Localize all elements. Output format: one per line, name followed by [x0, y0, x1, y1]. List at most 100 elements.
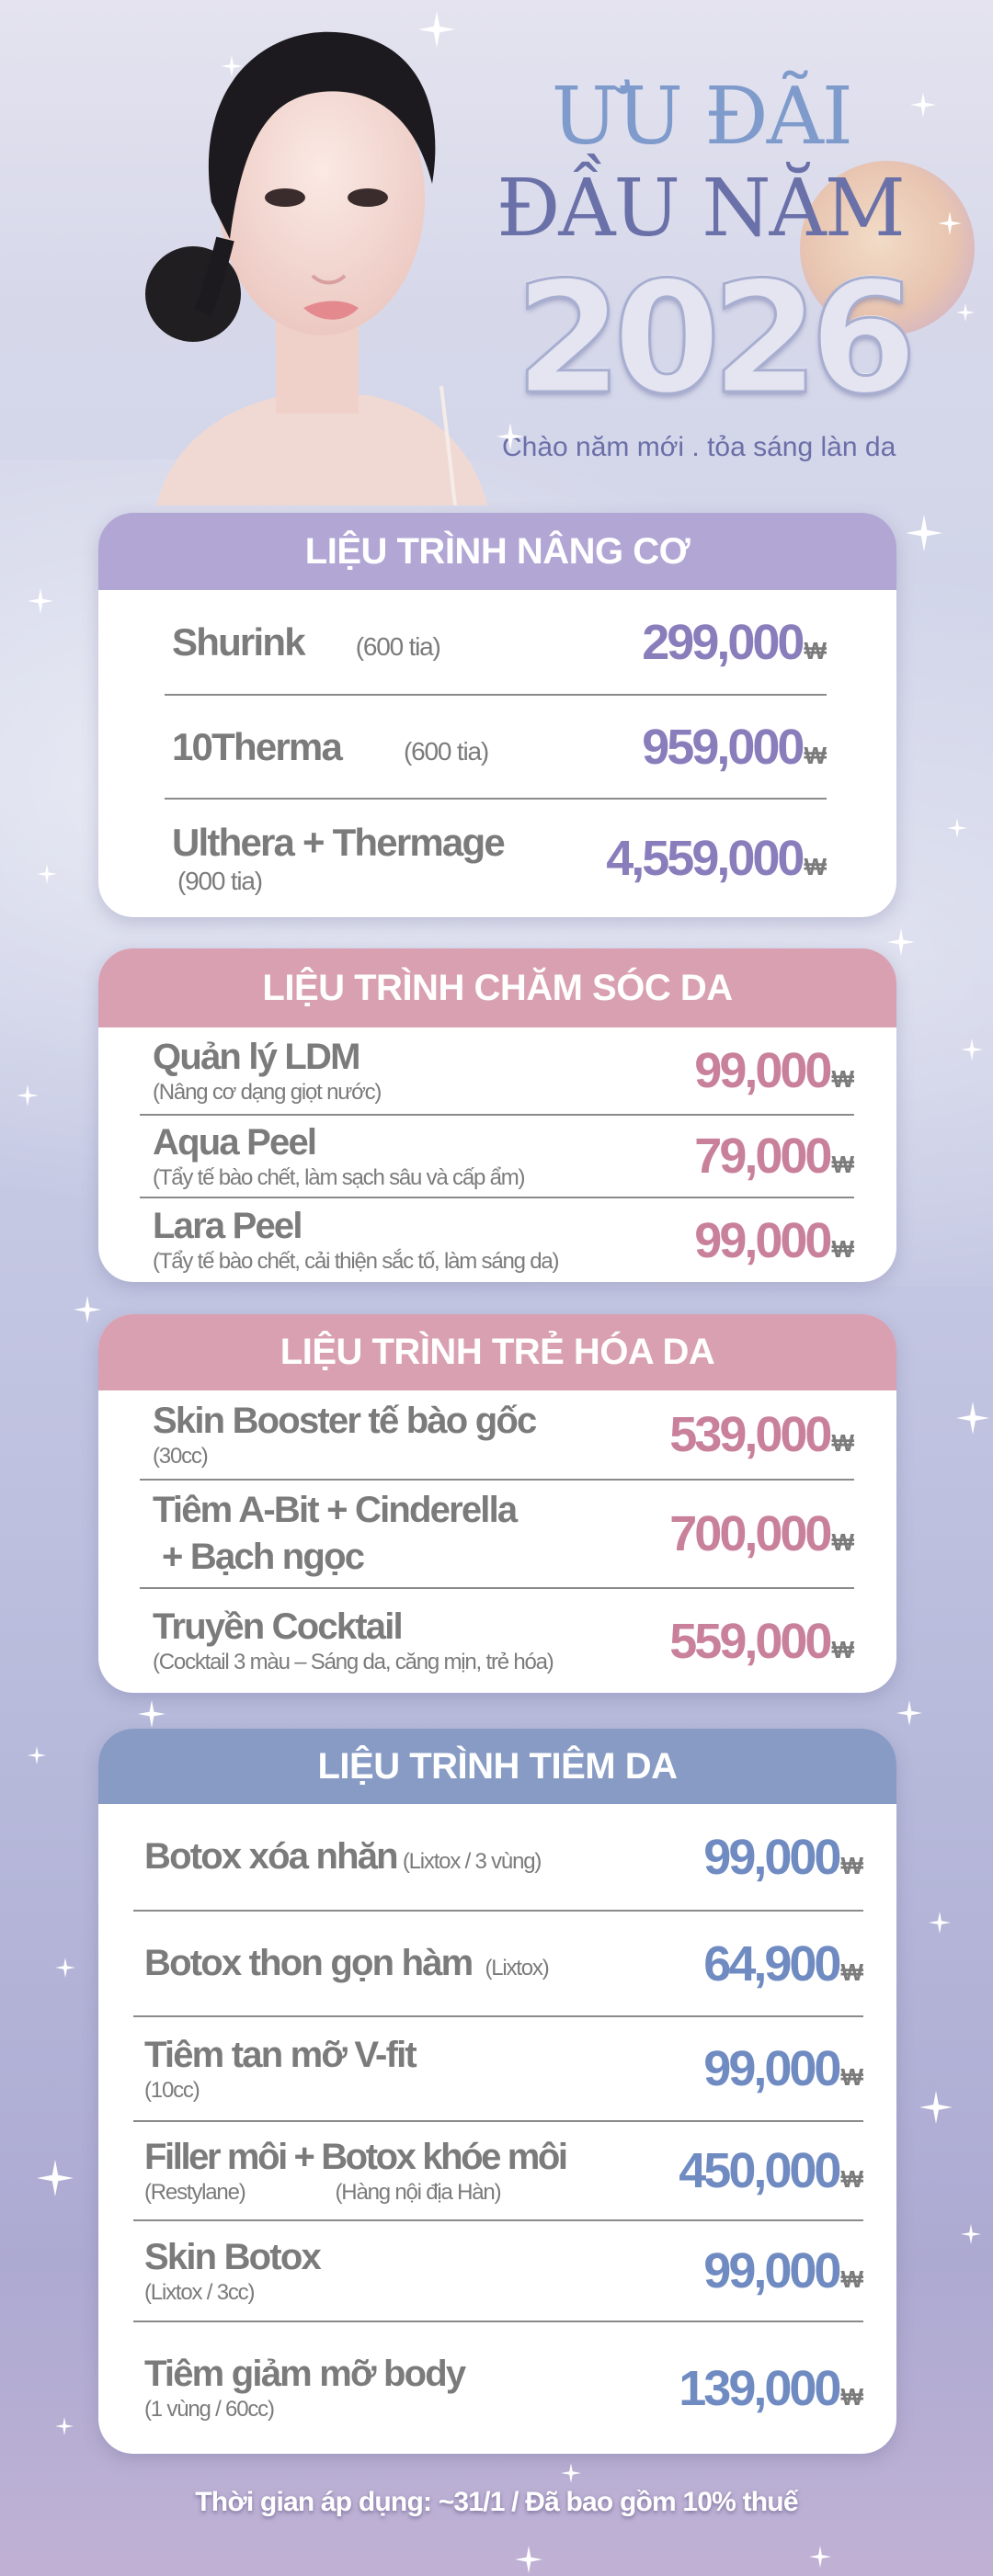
price-value: 299,000	[642, 614, 805, 670]
item-info: Botox xóa nhăn (Lixtox / 3 vùng)	[144, 1836, 542, 1878]
item-name: Shurink	[172, 619, 306, 664]
item-detail-line: (30cc)	[153, 1444, 535, 1470]
item-detail: (Restylane)	[144, 2179, 246, 2205]
star-sparkle-icon	[515, 2546, 542, 2573]
item-detail-line: (Restylane) (Hàng nội địa Hàn)	[144, 2180, 566, 2206]
item-name: Filler môi + Botox khóe môi	[144, 2136, 568, 2177]
item-detail: (600 tia)	[404, 736, 489, 766]
item-info: Tiêm A-Bit + Cinderella + Bạch ngọc	[153, 1490, 518, 1578]
price-value: 99,000	[703, 2041, 841, 2096]
item-detail: (Lixtox)	[485, 1956, 549, 1980]
item-price: 539,000 ₩	[669, 1406, 854, 1463]
currency-symbol: ₩	[831, 1528, 854, 1556]
item-info: Shurink (600 tia)	[172, 619, 441, 664]
price-row: 10Therma (600 tia) 959,000 ₩	[165, 694, 827, 798]
currency-symbol: ₩	[831, 1151, 854, 1178]
star-sparkle-icon	[55, 2417, 74, 2435]
item-name: Botox xóa nhăn	[144, 1836, 399, 1877]
section-card: LIỆU TRÌNH TRẺ HÓA DA Skin Booster tế bào…	[98, 1314, 896, 1693]
price-value: 99,000	[694, 1043, 832, 1098]
price-row: Skin Booster tế bào gốc (30cc) 539,000 ₩	[140, 1390, 854, 1479]
item-detail: (600 tia)	[355, 631, 441, 661]
item-name-line: Tiêm giảm mỡ body	[144, 2354, 466, 2395]
price-row: Truyền Cocktail (Cocktail 3 màu – Sáng da…	[140, 1587, 854, 1693]
price-row: Quản lý LDM (Nâng cơ dạng giọt nước) 99,00…	[140, 1027, 854, 1114]
item-detail-line: (Tẩy tế bào chết, cải thiện sắc tố, làm …	[153, 1249, 560, 1275]
item-detail-line: (Tẩy tế bào chết, làm sạch sâu và cấp ẩm…	[153, 1165, 526, 1191]
currency-symbol: ₩	[840, 2165, 863, 2193]
star-sparkle-icon	[28, 1746, 46, 1765]
item-name-line: 10Therma (600 tia)	[172, 725, 489, 769]
star-sparkle-icon	[37, 2160, 74, 2196]
item-info: 10Therma (600 tia)	[172, 725, 489, 769]
star-sparkle-icon	[961, 2224, 981, 2244]
star-sparkle-icon	[561, 2463, 581, 2483]
price-value: 4,559,000	[606, 831, 805, 886]
item-name-line: Botox thon gọn hàm (Lixtox)	[144, 1943, 550, 1984]
item-info: Botox thon gọn hàm (Lixtox)	[144, 1943, 550, 1984]
item-detail-line: (1 vùng / 60cc)	[144, 2397, 464, 2423]
section-title: LIỆU TRÌNH NÂNG CƠ	[304, 530, 691, 572]
item-info: Ulthera + Thermage (900 tia)	[172, 821, 506, 896]
star-sparkle-icon	[956, 1401, 989, 1435]
price-row: Tiêm A-Bit + Cinderella + Bạch ngọc 700,00…	[140, 1479, 854, 1587]
section-card: LIỆU TRÌNH CHĂM SÓC DA Quản lý LDM (Nâng c…	[98, 948, 896, 1282]
currency-symbol: ₩	[831, 1234, 854, 1263]
item-name: Quản lý LDM	[153, 1036, 360, 1077]
item-name: Truyền Cocktail	[153, 1606, 404, 1647]
item-name-line: Quản lý LDM	[153, 1037, 381, 1078]
price-value: 559,000	[669, 1613, 832, 1669]
price-value: 539,000	[669, 1407, 832, 1462]
item-name-line: Tiêm tan mỡ V-fit	[144, 2034, 417, 2076]
model-photo	[145, 31, 487, 505]
item-name: Lara Peel	[153, 1206, 302, 1246]
item-price: 64,900 ₩	[703, 1935, 863, 1992]
item-price: 4,559,000 ₩	[606, 830, 827, 887]
star-sparkle-icon	[929, 1912, 951, 1934]
price-value: 99,000	[703, 1829, 841, 1885]
price-row: Ulthera + Thermage (900 tia) 4,559,000 ₩	[165, 798, 827, 917]
item-name: Skin Botox	[144, 2236, 322, 2277]
moon-image	[800, 161, 975, 335]
currency-symbol: ₩	[804, 853, 827, 880]
year-title: 2026	[514, 248, 919, 428]
currency-symbol: ₩	[840, 2063, 863, 2091]
section-header: LIỆU TRÌNH TRẺ HÓA DA	[98, 1314, 896, 1390]
item-name-line: Truyền Cocktail	[153, 1606, 554, 1648]
price-value: 64,900	[703, 1935, 841, 1992]
item-info: Tiêm giảm mỡ body (1 vùng / 60cc)	[144, 2354, 466, 2423]
item-name-line: Filler môi + Botox khóe môi	[144, 2136, 568, 2178]
item-detail: (Nâng cơ dạng giọt nước)	[153, 1079, 382, 1105]
price-row: Skin Botox (Lixtox / 3cc) 99,000 ₩	[133, 2219, 863, 2321]
item-info: Skin Botox (Lixtox / 3cc)	[144, 2236, 322, 2306]
price-row: Lara Peel (Tẩy tế bào chết, cải thiện sắc…	[140, 1197, 854, 1282]
price-value: 700,000	[669, 1506, 832, 1561]
item-name-line: Aqua Peel	[153, 1122, 524, 1163]
price-value: 450,000	[679, 2143, 841, 2198]
subtitle: Chào năm mới . tỏa sáng làn da	[502, 432, 896, 462]
section-card: LIỆU TRÌNH NÂNG CƠ Shurink (600 tia) 299,00…	[98, 513, 896, 917]
section-title: LIỆU TRÌNH TIÊM DA	[317, 1745, 678, 1787]
item-name-line: Ulthera + Thermage	[172, 821, 506, 865]
price-row: Botox thon gọn hàm (Lixtox) 64,900 ₩	[133, 1910, 863, 2015]
currency-symbol: ₩	[804, 741, 827, 769]
item-detail-line: (Lixtox / 3cc)	[144, 2280, 320, 2306]
item-info: Quản lý LDM (Nâng cơ dạng giọt nước)	[153, 1037, 382, 1106]
price-row: Tiêm tan mỡ V-fit (10cc) 99,000 ₩	[133, 2015, 863, 2120]
section-title: LIỆU TRÌNH TRẺ HÓA DA	[280, 1332, 715, 1372]
star-sparkle-icon	[809, 2546, 831, 2568]
price-row: Tiêm giảm mỡ body (1 vùng / 60cc) 139,000 ₩	[133, 2321, 863, 2454]
item-detail-line: (900 tia)	[172, 867, 504, 896]
item-info: Tiêm tan mỡ V-fit (10cc)	[144, 2034, 417, 2104]
currency-symbol: ₩	[831, 1065, 854, 1093]
item-name: Tiêm tan mỡ V-fit	[144, 2034, 417, 2075]
item-name: Skin Booster tế bào gốc	[153, 1400, 537, 1441]
item-detail: (Cocktail 3 màu – Sáng da, căng mịn, trẻ…	[153, 1650, 554, 1674]
currency-symbol: ₩	[831, 1635, 854, 1663]
currency-symbol: ₩	[840, 2265, 863, 2293]
item-detail-line: (10cc)	[144, 2078, 416, 2104]
item-info: Filler môi + Botox khóe môi (Restylane) (H…	[144, 2136, 568, 2206]
section-title: LIỆU TRÌNH CHĂM SÓC DA	[262, 967, 733, 1008]
item-name-line: Skin Botox	[144, 2236, 322, 2278]
price-value: 139,000	[679, 2360, 841, 2416]
